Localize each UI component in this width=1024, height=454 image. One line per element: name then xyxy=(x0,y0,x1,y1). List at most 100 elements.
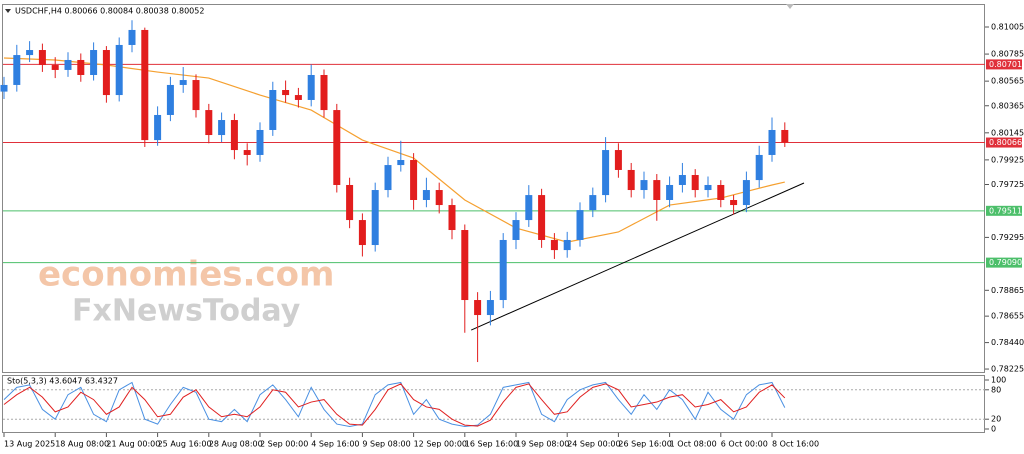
candle-body xyxy=(602,150,610,196)
candle-body xyxy=(512,220,520,240)
candle-body xyxy=(448,205,456,231)
y-tick-label: 0.80145 xyxy=(991,128,1024,137)
indicator-title: Sto(5,3,3) 43.6047 63.4327 xyxy=(7,377,118,386)
candle-body xyxy=(230,120,238,151)
candle-body xyxy=(166,84,174,115)
candle-body xyxy=(717,184,725,200)
candle-body xyxy=(269,90,277,130)
candle-body xyxy=(358,220,366,246)
level-label: 0.79090 xyxy=(989,258,1022,267)
dropdown-icon[interactable] xyxy=(5,9,11,13)
x-tick-label: 8 Oct 16:00 xyxy=(772,440,819,449)
candle-body xyxy=(320,74,328,111)
candle-body xyxy=(589,195,597,211)
candle-body xyxy=(205,110,213,136)
candle-body xyxy=(627,169,635,191)
candle-body xyxy=(499,239,507,301)
x-tick-label: 26 Sep 16:00 xyxy=(618,440,671,449)
level-tag xyxy=(986,137,1022,148)
candle-body xyxy=(333,110,341,185)
y-tick-label: 20 xyxy=(991,415,1001,424)
candle-body xyxy=(704,184,712,191)
y-tick-label: 0.79925 xyxy=(991,155,1024,164)
candle-body xyxy=(678,175,686,185)
candle-body xyxy=(461,230,469,301)
candle-body xyxy=(154,114,162,141)
x-tick-label: 2 Sep 00:00 xyxy=(260,440,308,449)
x-tick-label: 4 Sep 16:00 xyxy=(311,440,359,449)
level-tag xyxy=(986,59,1022,70)
x-tick-label: 13 Aug 2025 xyxy=(4,440,55,449)
candle-body xyxy=(768,129,776,155)
level-label: 0.80066 xyxy=(989,138,1022,147)
y-tick-label: 0.78865 xyxy=(991,286,1024,295)
candle-body xyxy=(26,50,34,56)
x-tick-label: 28 Aug 08:00 xyxy=(209,440,263,449)
candle-body xyxy=(563,239,571,251)
candle-body xyxy=(576,210,584,240)
x-tick-label: 25 Aug 16:00 xyxy=(158,440,212,449)
candle-body xyxy=(666,184,674,200)
x-tick-label: 18 Aug 08:00 xyxy=(55,440,109,449)
y-tick-label: 0.79725 xyxy=(991,180,1024,189)
candle-body xyxy=(435,190,443,206)
candle-body xyxy=(38,50,46,66)
candle-body xyxy=(77,59,85,75)
candle-body xyxy=(550,239,558,251)
watermark: economies.com xyxy=(38,255,334,295)
y-tick-label: 0.81005 xyxy=(991,23,1024,32)
candle-body xyxy=(307,74,315,100)
y-tick-label: 0 xyxy=(991,425,996,434)
candle-body xyxy=(294,95,302,100)
candle-body xyxy=(64,59,72,70)
x-tick-label: 19 Sep 08:00 xyxy=(516,440,569,449)
y-tick-label: 0.78440 xyxy=(991,338,1024,347)
candle-body xyxy=(474,300,482,316)
x-tick-label: 16 Sep 16:00 xyxy=(465,440,518,449)
candle-body xyxy=(422,190,430,200)
y-tick-label: 0.80365 xyxy=(991,101,1024,110)
level-tag xyxy=(986,257,1022,268)
candle-body xyxy=(192,80,200,111)
candle-body xyxy=(51,65,59,70)
indicator-line xyxy=(3,381,786,428)
candle-body xyxy=(0,84,8,92)
candle-body xyxy=(486,300,494,316)
indicator-panel xyxy=(2,375,985,433)
main-panel xyxy=(2,4,985,373)
x-tick-label: 21 Aug 00:00 xyxy=(106,440,160,449)
y-tick-label: 80 xyxy=(991,385,1001,394)
candle-body xyxy=(538,195,546,240)
candle-body xyxy=(640,180,648,191)
indicator-line xyxy=(3,383,786,427)
candle-body xyxy=(525,195,533,221)
candle-body xyxy=(115,44,123,96)
x-tick-label: 1 Oct 08:00 xyxy=(670,440,717,449)
y-tick-label: 100 xyxy=(991,376,1006,385)
x-tick-label: 12 Sep 00:00 xyxy=(414,440,467,449)
x-tick-label: 6 Oct 00:00 xyxy=(721,440,768,449)
trendline xyxy=(470,182,805,331)
y-tick-label: 0.78655 xyxy=(991,312,1024,321)
y-tick-label: 0.80565 xyxy=(991,77,1024,86)
candle-body xyxy=(90,50,98,75)
candle-body xyxy=(128,29,136,45)
x-tick-label: 9 Sep 08:00 xyxy=(362,440,410,449)
y-tick-label: 0.79295 xyxy=(991,233,1024,242)
candle-body xyxy=(371,190,379,246)
watermark: FxNewsToday xyxy=(72,294,301,329)
candle-body xyxy=(397,160,405,166)
candle-body xyxy=(179,80,187,85)
candle-body xyxy=(141,29,149,141)
candle-body xyxy=(282,90,290,96)
level-label: 0.80701 xyxy=(989,60,1022,69)
candle-body xyxy=(730,199,738,206)
candle-body xyxy=(256,129,264,155)
candle-body xyxy=(614,150,622,170)
chart-title: USDCHF,H4 0.80066 0.80084 0.80038 0.8005… xyxy=(15,7,204,16)
candle-body xyxy=(218,120,226,136)
y-tick-label: 0.78225 xyxy=(991,365,1024,374)
candle-body xyxy=(102,50,110,96)
